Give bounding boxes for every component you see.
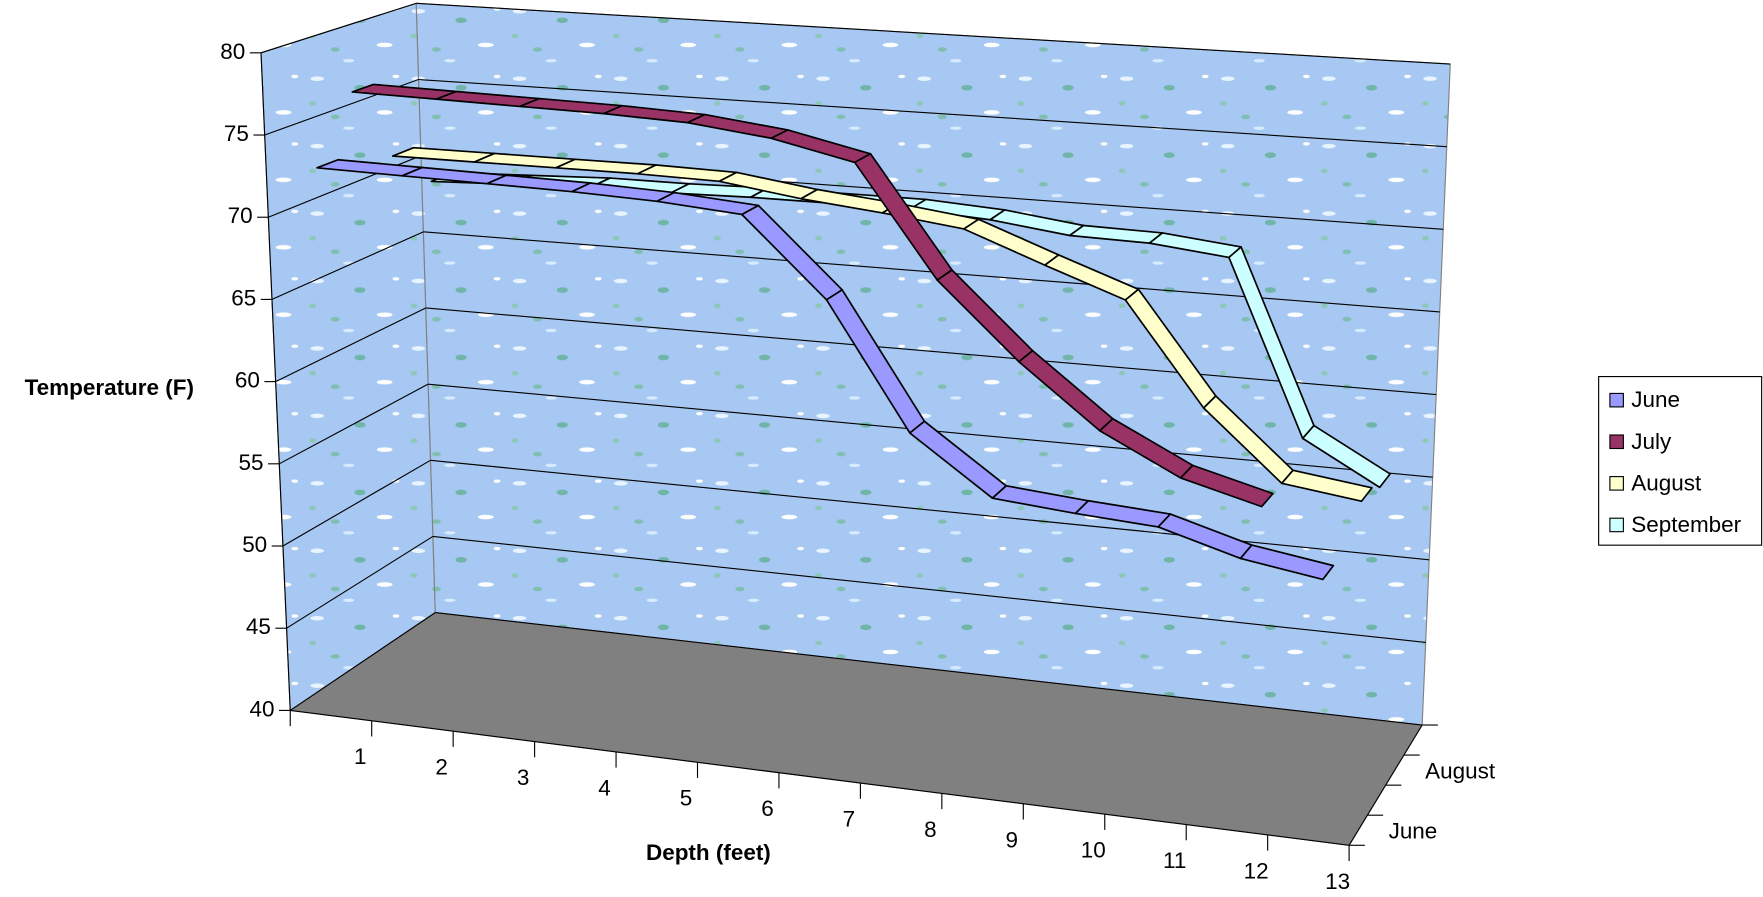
depth-tick-label: August	[1425, 758, 1496, 783]
ribbon-segment	[1301, 424, 1391, 489]
y-axis	[260, 52, 291, 711]
grid-line	[418, 78, 1447, 148]
x-tick-label: 1	[354, 744, 366, 769]
y-tick-label: 55	[239, 450, 264, 475]
x-tick-label: 6	[761, 796, 774, 821]
y-tick-label: 40	[250, 696, 275, 721]
y-tick-label: 45	[246, 614, 271, 639]
legend-box	[1598, 375, 1763, 546]
x-tick-label: 5	[680, 786, 693, 811]
legend-label: August	[1631, 470, 1702, 495]
x-tick-label: 9	[1006, 827, 1019, 852]
series-ribbon	[316, 158, 1335, 581]
ribbon-segment	[1239, 544, 1335, 581]
marks	[316, 83, 1391, 581]
y-tick-label: 65	[231, 285, 256, 310]
x-tick-label: 4	[598, 775, 611, 800]
x-tick-label: 13	[1325, 869, 1350, 894]
y-tick-label: 80	[220, 39, 245, 64]
grid-line	[416, 2, 1451, 65]
legend-swatch	[1609, 392, 1624, 408]
legend-label: July	[1631, 429, 1672, 454]
grid-line	[271, 231, 424, 300]
grid-line	[425, 307, 1437, 396]
grid-line	[289, 612, 436, 711]
x-axis-title: Depth (feet)	[646, 840, 771, 865]
x-tick-label: 2	[435, 755, 448, 780]
x-tick-label: 3	[517, 765, 530, 790]
legend: June July August September	[1598, 375, 1763, 546]
x-tick-label: 11	[1163, 848, 1186, 873]
x-tick-label: 12	[1244, 858, 1269, 883]
y-tick-label: 50	[242, 532, 267, 557]
side-wall	[260, 2, 436, 712]
grid-line	[275, 307, 426, 383]
y-tick-label: 70	[228, 203, 253, 228]
x-tick-label: 10	[1081, 838, 1106, 863]
y-axis-title: Temperature (F)	[25, 375, 194, 400]
grid-line	[286, 535, 434, 629]
depth-tick-label: June	[1389, 818, 1438, 843]
ribbon-segment	[1179, 464, 1274, 508]
legend-label: September	[1631, 512, 1741, 537]
ribbon-segment	[1280, 469, 1373, 503]
y-tick-label: 75	[224, 121, 249, 146]
series-ribbon	[351, 83, 1274, 508]
grid-line	[432, 535, 1426, 643]
grid-line	[279, 383, 429, 465]
grid-line	[435, 612, 1423, 726]
grid-line	[282, 459, 431, 547]
legend-swatch	[1609, 476, 1624, 491]
x-axis	[290, 709, 1350, 846]
y-tick-label: 60	[235, 368, 260, 393]
legend-swatch	[1609, 517, 1624, 533]
grid-line	[430, 459, 1430, 561]
x-tick-label: 7	[843, 807, 856, 832]
grid-line	[260, 2, 417, 54]
legend-label: June	[1631, 387, 1680, 412]
legend-swatch	[1609, 434, 1624, 450]
x-tick-label: 8	[924, 817, 937, 842]
walls	[260, 2, 1451, 846]
